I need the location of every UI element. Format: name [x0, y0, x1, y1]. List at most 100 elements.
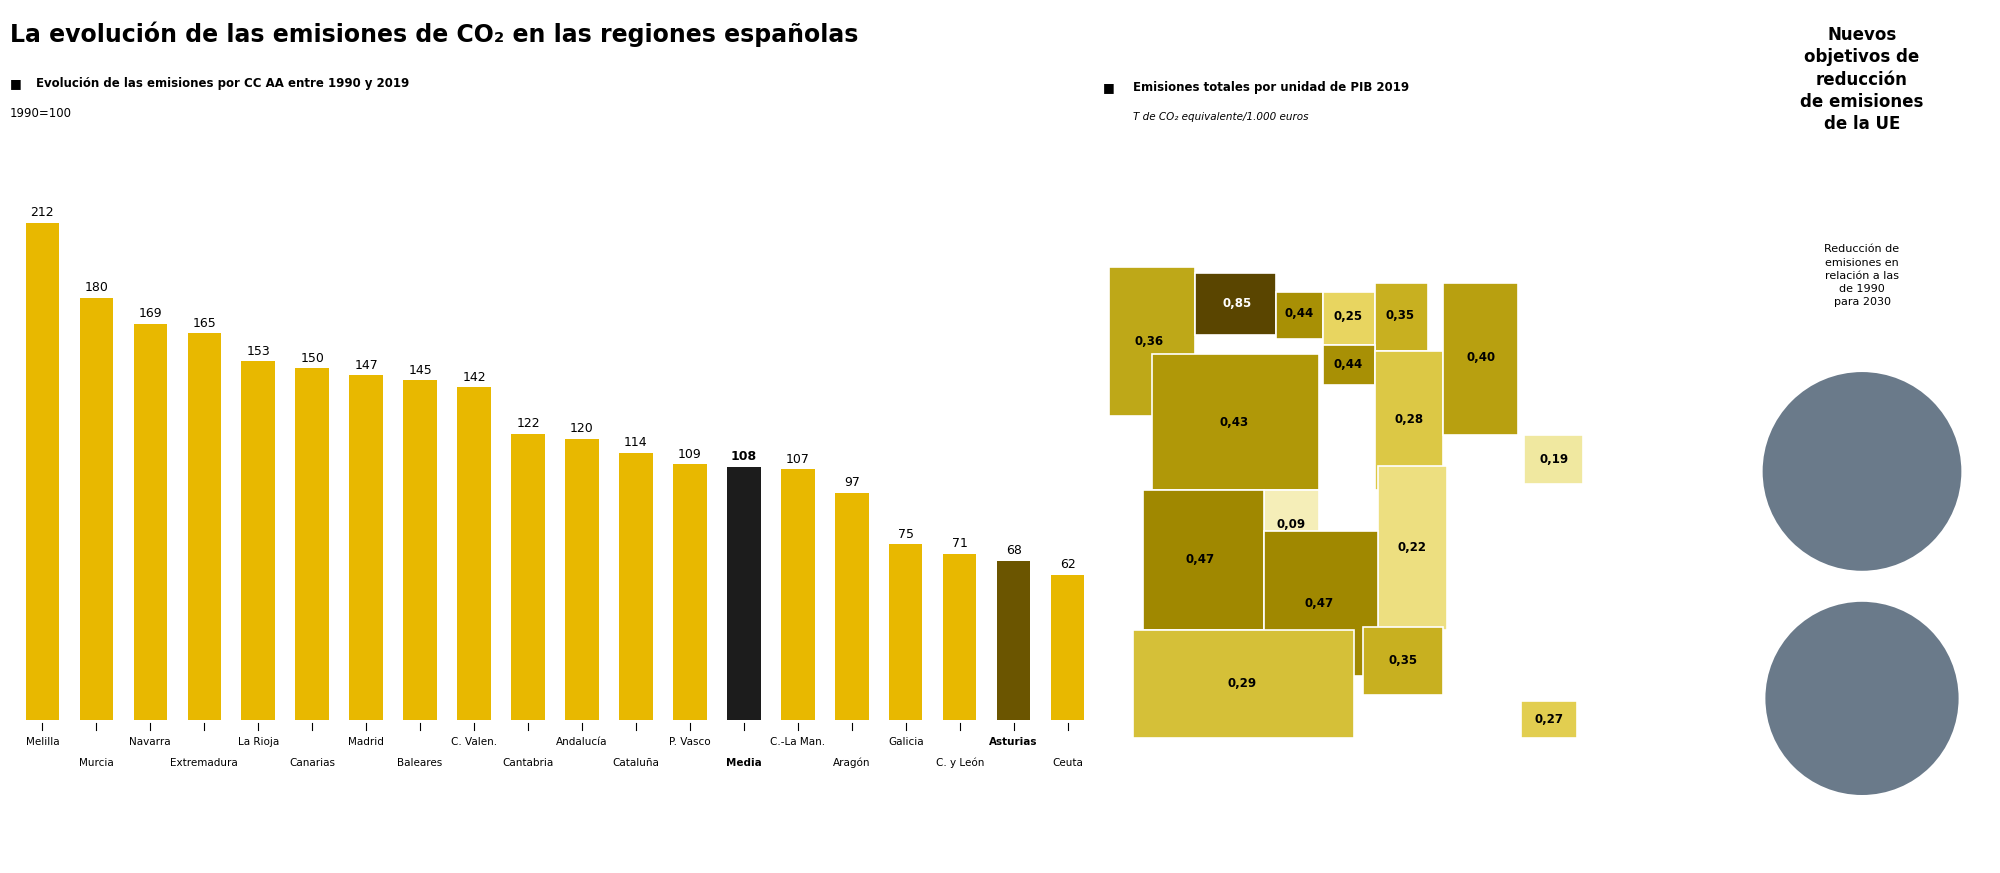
Text: 107: 107 [786, 453, 810, 465]
Bar [1276, 292, 1322, 339]
Bar [1322, 345, 1376, 385]
Bar [404, 380, 436, 720]
Text: 122: 122 [516, 417, 540, 430]
Text: Melilla: Melilla [26, 737, 60, 746]
Ellipse shape [1762, 372, 1962, 571]
Text: Baleares: Baleares [398, 758, 442, 767]
Text: 0,28: 0,28 [1394, 413, 1424, 426]
Text: 75: 75 [898, 528, 914, 540]
Text: 0,44: 0,44 [1334, 358, 1364, 371]
Text: Aragón: Aragón [834, 758, 870, 768]
Text: Cataluña: Cataluña [612, 758, 660, 767]
Text: Asturias: Asturias [990, 737, 1038, 746]
Text: 71: 71 [952, 537, 968, 550]
Text: C. Valen.: C. Valen. [450, 737, 498, 746]
Bar [1050, 574, 1084, 720]
Bar [26, 223, 60, 720]
Text: Galicia: Galicia [888, 737, 924, 746]
Text: 0,36: 0,36 [1134, 335, 1164, 348]
Text: Cantabria: Cantabria [502, 758, 554, 767]
Text: C. y León: C. y León [936, 758, 984, 768]
Text: -40%: -40% [1830, 510, 1894, 529]
Text: Reducción de
emisiones en
relación a las
de 1990
para 2030: Reducción de emisiones en relación a las… [1824, 244, 1900, 307]
Text: Media: Media [726, 758, 762, 767]
Text: Evolución de las emisiones por CC AA entre 1990 y 2019: Evolución de las emisiones por CC AA ent… [36, 77, 410, 90]
Text: 147: 147 [354, 359, 378, 372]
Text: 153: 153 [246, 345, 270, 358]
Bar [458, 387, 490, 720]
Bar [1196, 273, 1276, 335]
Text: Madrid: Madrid [348, 737, 384, 746]
Text: 145: 145 [408, 363, 432, 376]
Ellipse shape [1766, 601, 1958, 795]
Bar [350, 375, 382, 720]
Text: Nuevo
objetivo: Nuevo objetivo [1830, 666, 1894, 696]
Bar [296, 368, 328, 720]
Bar [996, 560, 1030, 720]
Bar [942, 553, 976, 720]
Text: Murcia: Murcia [78, 758, 114, 767]
Text: 0,35: 0,35 [1386, 309, 1414, 322]
Bar [674, 464, 706, 720]
Text: 0,44: 0,44 [1284, 307, 1314, 320]
Text: Nuevos
objetivos de
reducción
de emisiones
de la UE: Nuevos objetivos de reducción de emision… [1800, 26, 1924, 133]
Text: 114: 114 [624, 436, 648, 450]
Text: Ceuta: Ceuta [1052, 758, 1084, 767]
Text: Navarra: Navarra [130, 737, 172, 746]
Text: 120: 120 [570, 423, 594, 435]
Text: P. Vasco: P. Vasco [670, 737, 710, 746]
Bar [1524, 435, 1582, 485]
Text: 212: 212 [30, 206, 54, 219]
Text: 0,27: 0,27 [1534, 713, 1564, 726]
Text: 0,19: 0,19 [1540, 453, 1568, 466]
Text: 150: 150 [300, 352, 324, 365]
Text: Canarias: Canarias [290, 758, 336, 767]
Text: -55%: -55% [1832, 731, 1892, 750]
Text: C.-La Man.: C.-La Man. [770, 737, 826, 746]
Text: T de CO₂ equivalente/1.000 euros: T de CO₂ equivalente/1.000 euros [1134, 113, 1308, 122]
Bar [1444, 283, 1518, 435]
Text: 108: 108 [730, 450, 756, 464]
Bar [1134, 630, 1354, 739]
Text: Objetivo
anterior: Objetivo anterior [1830, 435, 1894, 464]
Text: 180: 180 [84, 281, 108, 294]
Text: Andalucía: Andalucía [556, 737, 608, 746]
Text: 0,43: 0,43 [1220, 416, 1248, 429]
Text: 109: 109 [678, 448, 702, 461]
Bar [620, 453, 652, 720]
Text: ■: ■ [1102, 81, 1114, 94]
Bar [1322, 292, 1376, 345]
Bar [890, 544, 922, 720]
Bar [188, 333, 220, 720]
Text: 62: 62 [1060, 558, 1076, 571]
Text: ■: ■ [10, 77, 22, 90]
Text: 0,47: 0,47 [1186, 553, 1214, 567]
Bar [1108, 267, 1196, 416]
Text: 0,85: 0,85 [1222, 297, 1252, 310]
Text: 0,25: 0,25 [1334, 311, 1364, 323]
Bar [1520, 701, 1576, 739]
Text: Emisiones totales por unidad de PIB 2019: Emisiones totales por unidad de PIB 2019 [1134, 81, 1410, 94]
Text: 0,47: 0,47 [1304, 597, 1334, 610]
Bar [728, 467, 760, 720]
Bar [1376, 351, 1444, 491]
Bar [836, 492, 868, 720]
Bar [1362, 627, 1444, 695]
Text: 0,09: 0,09 [1276, 518, 1306, 531]
Text: 142: 142 [462, 370, 486, 383]
Bar [242, 361, 274, 720]
Text: 1990=100: 1990=100 [10, 107, 72, 120]
Bar [1142, 491, 1264, 630]
Text: 169: 169 [138, 307, 162, 320]
Bar [512, 434, 544, 720]
Text: 97: 97 [844, 476, 860, 489]
Bar [1264, 531, 1378, 677]
Text: Extremadura: Extremadura [170, 758, 238, 767]
Text: 68: 68 [1006, 544, 1022, 557]
Bar [80, 298, 114, 720]
Bar [1378, 465, 1446, 630]
Text: 0,22: 0,22 [1398, 541, 1426, 554]
Text: 0,35: 0,35 [1388, 654, 1418, 667]
Bar [134, 324, 168, 720]
Text: La Rioja: La Rioja [238, 737, 278, 746]
